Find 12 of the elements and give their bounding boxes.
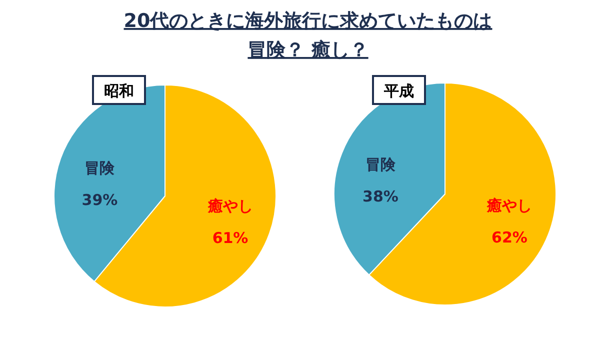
slice-label: 癒やし [206, 196, 253, 215]
data-label: 38% [362, 188, 398, 206]
data-label: 62% [492, 228, 528, 246]
text: 冒険？ 癒し？ [248, 39, 368, 61]
slice-label: 冒険 [84, 159, 116, 178]
slice-label: 冒険 [365, 156, 396, 174]
chart-title: 平成 [383, 82, 414, 100]
data-label: 39% [82, 191, 118, 210]
slice-label: 癒やし [486, 196, 532, 214]
data-label: 61% [212, 228, 248, 247]
text: 20代のときに海外旅行に求めていたものは [124, 10, 492, 32]
chart-title: 昭和 [104, 82, 134, 100]
